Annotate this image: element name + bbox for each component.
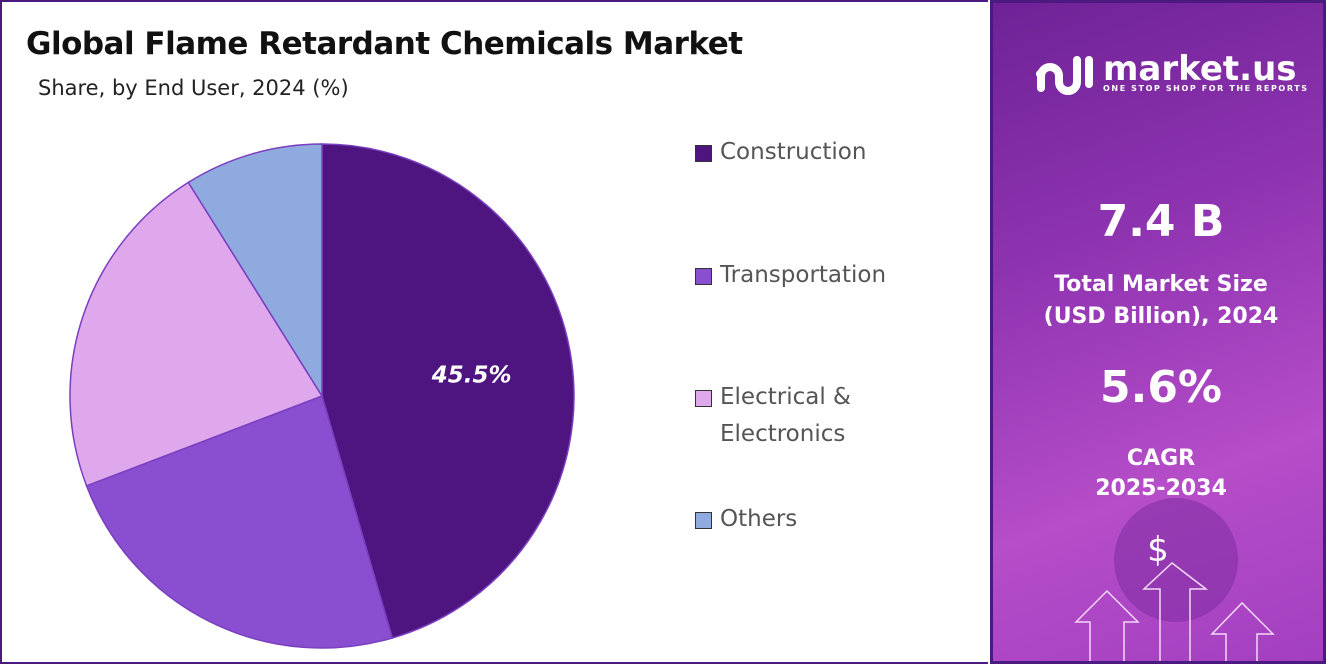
market-size-label: Total Market Size <box>1054 272 1268 297</box>
brand-tagline: ONE STOP SHOP FOR THE REPORTS <box>1103 83 1309 93</box>
pie-slice-construction <box>321 143 575 639</box>
legend-swatch <box>695 145 712 162</box>
legend-label-line: Electronics <box>720 421 846 447</box>
cagr-period: 2025-2034 <box>1095 476 1227 501</box>
pie-chart: 45.5% <box>69 143 575 649</box>
legend-label-line: Others <box>720 506 798 532</box>
pie-slice-others <box>187 143 323 399</box>
market-us-logo-icon <box>1036 56 1093 95</box>
cagr-label: CAGR <box>1126 446 1196 471</box>
legend-label: Electrical & Electronics <box>720 379 851 453</box>
legend-swatch <box>695 268 712 285</box>
legend-label-line: Construction <box>720 139 867 165</box>
legend-item: Electrical & Electronics <box>695 379 851 453</box>
chart-panel: 45.5% Global Flame Retardant Chemicals M… <box>0 0 988 664</box>
legend-label: Others <box>720 501 797 538</box>
market-size-value: 7.4 B <box>1097 196 1225 247</box>
legend-item: Transportation <box>695 257 886 294</box>
pie-slice-transportation <box>85 395 394 649</box>
market-size-label-year: (USD Billion), 2024 <box>1043 304 1279 329</box>
chart-subtitle: Share, by End User, 2024 (%) <box>38 76 349 100</box>
logo: market.us ONE STOP SHOP FOR THE REPORTS <box>1033 48 1309 98</box>
chart-title: Global Flame Retardant Chemicals Market <box>26 26 743 62</box>
legend-swatch <box>695 512 712 529</box>
legend-item: Others <box>695 501 797 538</box>
legend-item: Construction <box>695 134 866 171</box>
brand-name: market.us <box>1103 48 1297 89</box>
legend-label: Transportation <box>720 257 886 294</box>
legend-label: Construction <box>720 134 866 171</box>
cagr-value: 5.6% <box>1099 362 1223 413</box>
summary-panel: $ market.us ONE STOP SHOP FOR THE REPORT… <box>990 0 1326 664</box>
rising-arrows-illustration <box>1074 498 1275 664</box>
legend-label-line: Electrical & <box>720 384 851 410</box>
pie-slice-electrical-electronics <box>69 181 324 487</box>
data-label: 45.5% <box>431 363 512 389</box>
dollar-icon: $ <box>1147 530 1169 570</box>
legend-label-line: Transportation <box>720 262 887 288</box>
legend-swatch <box>695 390 712 407</box>
